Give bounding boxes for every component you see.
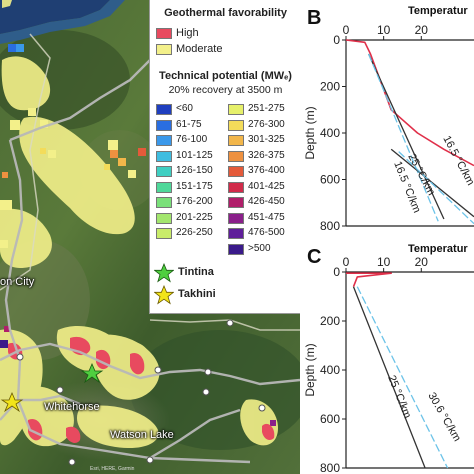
potential-swatch: [156, 104, 172, 115]
high-label: High: [176, 27, 199, 39]
potential-title: Technical potential (MWₑ): [159, 70, 292, 82]
potential-class-label: 326-375: [248, 149, 285, 161]
chart-b-title: Temperatur: [408, 5, 468, 17]
potential-swatch: [156, 135, 172, 146]
takhini-legend-star-icon: [154, 285, 174, 305]
potential-swatch: [156, 197, 172, 208]
potential-class-label: 226-250: [176, 227, 213, 238]
y-tick-label: 200: [320, 314, 340, 328]
tintina-label: Tintina: [178, 266, 214, 278]
y-tick-label: 800: [320, 219, 340, 232]
y-tick-label: 800: [320, 461, 340, 474]
moderate-swatch: [156, 44, 172, 55]
potential-swatch: [156, 119, 172, 131]
potential-class-label: 251-275: [248, 103, 285, 114]
coast-shelf: [0, 0, 125, 44]
potential-class-label: 76-100: [176, 134, 208, 145]
series-line-gradient-a: [352, 286, 426, 469]
x-tick-label: 20: [415, 255, 429, 269]
potential-swatch: [228, 150, 244, 162]
series-line-gradient-d: [398, 151, 474, 225]
ocean: [0, 0, 110, 34]
potential-swatch: [228, 228, 244, 239]
highways: [0, 59, 300, 464]
x-tick-label: 10: [377, 23, 391, 37]
y-tick-label: 400: [320, 126, 340, 140]
potential-swatch: [228, 197, 244, 208]
potential-class-label: 101-125: [176, 149, 213, 161]
potential-swatch: [156, 166, 172, 177]
y-axis-label: Depth (m): [303, 106, 317, 159]
y-tick-label: 200: [320, 80, 340, 94]
potential-swatch: [228, 181, 244, 193]
y-tick-label: 400: [320, 363, 340, 377]
city-label-whitehorse: Whitehorse: [44, 401, 100, 413]
potential-class-label: 426-450: [248, 196, 285, 207]
city-label-dawson-city: on City: [0, 276, 35, 288]
potential-class-label: >500: [248, 242, 271, 254]
y-tick-label: 600: [320, 173, 340, 187]
potential-swatch: [228, 135, 244, 146]
y-tick-label: 0: [333, 33, 340, 47]
map-attribution: Esri, HERE, Garmin: [90, 466, 135, 472]
potential-class-label: 401-425: [248, 180, 285, 192]
potential-swatch: [156, 181, 172, 193]
y-tick-label: 0: [333, 265, 340, 279]
potential-class-label: 201-225: [176, 211, 213, 223]
potential-swatch: [228, 243, 244, 255]
x-tick-label: 0: [343, 255, 350, 269]
potential-class-label: 276-300: [248, 118, 285, 130]
gradient-annotation: 16.5 °C/km: [440, 134, 474, 188]
potential-swatch: [156, 212, 172, 224]
high-swatch: [156, 28, 172, 39]
x-tick-label: 20: [415, 23, 429, 37]
series-line-gradient-c: [390, 148, 474, 218]
potential-swatch: [228, 104, 244, 115]
potential-class-label: <60: [176, 103, 193, 114]
moderate-pixel-blocks: [0, 108, 136, 248]
potential-swatch: [156, 228, 172, 239]
x-tick-label: 0: [343, 23, 350, 37]
y-tick-label: 600: [320, 412, 340, 426]
potential-class-label: 476-500: [248, 227, 285, 238]
potential-class-label: 376-400: [248, 165, 285, 176]
town-markers: [16, 319, 266, 466]
city-label-watson-lake: Watson Lake: [110, 429, 174, 441]
series-line-measured: [346, 272, 392, 287]
potential-swatch: [156, 150, 172, 162]
potential-swatch: [228, 166, 244, 177]
chart-c-title: Temperatur: [408, 243, 468, 255]
favorability-title: Geothermal favorability: [164, 7, 287, 19]
panel-letter-b: B: [307, 7, 322, 29]
potential-class-label: 451-475: [248, 211, 285, 223]
tintina-star-marker[interactable]: [80, 362, 104, 384]
potential-class-label: 126-150: [176, 165, 213, 176]
map-panel[interactable]: Esri, HERE, Garmin Whitehorse Watson Lak…: [0, 0, 300, 474]
potential-class-label: 301-325: [248, 134, 285, 145]
gradient-annotation: 25 °C/km: [385, 374, 413, 421]
technical-potential-pixels: [0, 44, 276, 426]
potential-class-label: 61-75: [176, 118, 202, 130]
potential-class-label: 176-200: [176, 196, 213, 207]
y-axis-label: Depth (m): [303, 343, 317, 396]
potential-swatch: [228, 212, 244, 224]
moderate-label: Moderate: [176, 43, 223, 55]
tintina-legend-star-icon: [154, 263, 174, 283]
x-tick-label: 10: [377, 255, 391, 269]
series-line-gradient-b: [356, 286, 449, 469]
territory-border: [0, 33, 51, 291]
series-line-gradient-a: [368, 53, 445, 220]
takhini-star-marker[interactable]: [0, 391, 24, 413]
map-legend: Geothermal favorability High Moderate Te…: [149, 0, 300, 314]
potential-class-label: 151-175: [176, 180, 213, 192]
panel-letter-c: C: [307, 246, 322, 268]
potential-swatch: [228, 119, 244, 131]
series-line-gradient-b: [367, 53, 439, 222]
takhini-label: Takhini: [178, 288, 216, 300]
potential-subtitle: 20% recovery at 3500 m: [168, 84, 283, 96]
